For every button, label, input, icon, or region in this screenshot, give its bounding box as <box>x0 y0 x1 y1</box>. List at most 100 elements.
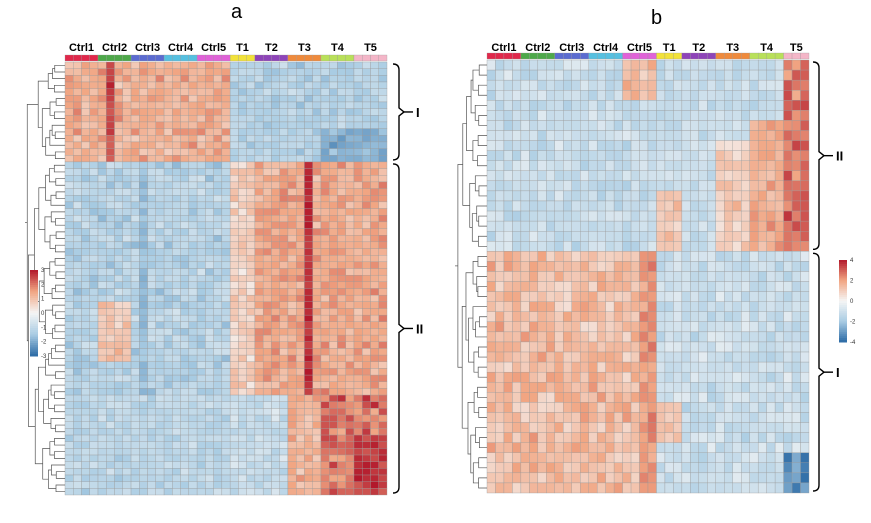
heatmap-cell <box>64 308 74 316</box>
heatmap-cell <box>370 421 379 429</box>
heatmap-cell <box>546 251 555 262</box>
heatmap-cell <box>130 61 140 69</box>
heatmap-cell <box>296 288 305 296</box>
heatmap-cell <box>229 188 239 196</box>
heatmap-cell <box>554 291 564 302</box>
heatmap-cell <box>320 101 330 109</box>
heatmap-cell <box>766 472 776 484</box>
heatmap-cell <box>724 59 733 71</box>
dendrogram-branch <box>55 218 65 226</box>
heatmap-cell <box>783 371 793 383</box>
heatmap-cell <box>180 281 190 289</box>
heatmap-cell <box>312 474 322 482</box>
heatmap-cell <box>229 155 239 163</box>
heatmap-cell <box>337 88 346 96</box>
heatmap-cell <box>287 88 297 96</box>
heatmap-cell <box>205 208 214 216</box>
heatmap-cell <box>783 432 793 443</box>
heatmap-cell <box>757 69 767 81</box>
heatmap-cell <box>329 95 338 103</box>
heatmap-cell <box>172 255 181 263</box>
heatmap-cell <box>296 195 305 203</box>
heatmap-cell <box>337 374 346 382</box>
heatmap-cell <box>732 200 742 212</box>
heatmap-cell <box>287 115 297 123</box>
heatmap-cell <box>64 428 74 436</box>
heatmap-cell <box>345 448 355 456</box>
heatmap-cell <box>147 208 156 216</box>
heatmap-cell <box>196 241 206 249</box>
heatmap-cell <box>378 321 388 329</box>
heatmap-cell <box>262 408 272 416</box>
heatmap-cell <box>97 374 107 382</box>
heatmap-cell <box>554 311 564 322</box>
heatmap-cell <box>766 190 776 202</box>
heatmap-cell <box>630 351 640 363</box>
dendrogram-branch <box>55 98 65 106</box>
heatmap-cell <box>715 482 725 494</box>
heatmap-cell <box>741 472 750 484</box>
heatmap-cell <box>229 88 239 96</box>
heatmap-cell <box>229 161 239 169</box>
heatmap-cell <box>329 461 338 469</box>
heatmap-cell <box>749 59 759 71</box>
heatmap-cell <box>64 461 74 469</box>
dendrogram-branch <box>48 168 56 183</box>
heatmap-cell <box>630 482 640 494</box>
heatmap-cell <box>757 351 767 363</box>
heatmap-cell <box>238 394 247 402</box>
heatmap-cell <box>605 311 615 322</box>
heatmap-cell <box>681 231 691 242</box>
legend-swatch <box>839 284 847 288</box>
heatmap-cell <box>757 150 767 161</box>
heatmap-cell <box>279 81 289 89</box>
heatmap-cell <box>656 130 666 141</box>
heatmap-cell <box>537 120 547 131</box>
heatmap-cell <box>221 468 231 476</box>
heatmap-cell <box>155 301 165 309</box>
heatmap-cell <box>312 188 322 196</box>
heatmap-cell <box>180 215 190 223</box>
heatmap-cell <box>89 401 99 409</box>
heatmap-cell <box>630 241 640 252</box>
heatmap-cell <box>783 382 793 393</box>
heatmap-cell <box>362 301 371 309</box>
legend-swatch <box>839 288 847 292</box>
heatmap-cell <box>337 155 346 163</box>
heatmap-cell <box>188 474 198 482</box>
heatmap-cell <box>163 141 173 149</box>
heatmap-cell <box>163 294 173 302</box>
heatmap-cell <box>114 474 123 482</box>
heatmap-cell <box>563 371 572 383</box>
heatmap-cell <box>122 95 132 103</box>
heatmap-cell <box>698 210 708 222</box>
heatmap-cell <box>512 231 522 242</box>
heatmap-cell <box>196 301 206 309</box>
heatmap-cell <box>73 488 82 496</box>
heatmap-cell <box>613 190 623 202</box>
heatmap-cell <box>546 482 555 494</box>
heatmap-cell <box>329 88 338 96</box>
heatmap-cell <box>73 328 82 336</box>
heatmap-cell <box>139 108 148 116</box>
heatmap-cell <box>188 228 198 236</box>
heatmap-cell <box>749 100 759 111</box>
heatmap-cell <box>486 120 496 131</box>
heatmap-cell <box>554 110 564 121</box>
heatmap-cell <box>486 412 496 423</box>
heatmap-cell <box>271 328 280 336</box>
heatmap-cell <box>486 90 496 101</box>
heatmap-cell <box>196 454 206 462</box>
heatmap-cell <box>238 148 247 156</box>
heatmap-cell <box>312 161 322 169</box>
heatmap-cell <box>254 421 264 429</box>
heatmap-cell <box>337 61 346 69</box>
heatmap-cell <box>279 121 289 129</box>
heatmap-cell <box>329 175 338 183</box>
heatmap-cell <box>337 428 346 436</box>
dendrogram-branch <box>51 124 65 136</box>
dendrogram-branch <box>477 366 487 378</box>
heatmap-cell <box>279 421 289 429</box>
dendrogram-branch <box>479 437 487 449</box>
heatmap-cell <box>320 274 330 283</box>
